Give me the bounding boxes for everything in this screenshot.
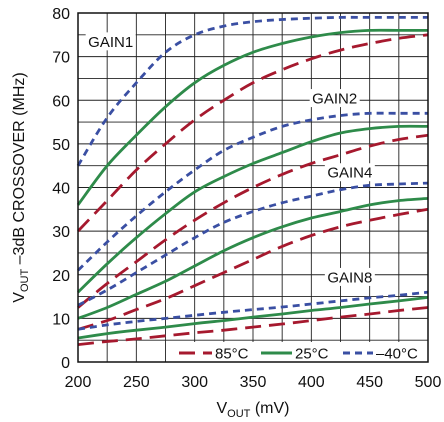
x-tick-label: 200 — [65, 374, 92, 391]
legend-label-25: 25°C — [295, 346, 329, 363]
plot-frame — [77, 12, 429, 363]
series-line-gain2-85 — [77, 133, 429, 309]
series-line-gain8-85 — [77, 306, 429, 346]
y-tick-label: 50 — [52, 137, 70, 154]
x-tick-label: 500 — [415, 374, 442, 391]
annotation-gain1: GAIN1 — [88, 34, 133, 51]
annotation-background — [309, 89, 360, 108]
legend-label-m40: –40°C — [376, 346, 418, 363]
y-tick-label: 80 — [52, 6, 70, 23]
grid-lines — [78, 13, 428, 362]
series-line-gain1-85 — [76, 33, 429, 233]
y-tick-label: 40 — [52, 181, 70, 198]
series-line-gain1-25 — [76, 28, 428, 206]
series-lines — [76, 15, 429, 346]
y-axis-title: VOUT –3dB CROSSOVER (MHz) — [11, 72, 31, 302]
x-tick-label: 300 — [181, 374, 208, 391]
x-tick-label: 450 — [356, 374, 383, 391]
series-line-gain4-85 — [77, 207, 429, 331]
tick-labels: 200 250 300 350 400 450 500 0 10 20 30 40 50 60 70 80 — [52, 6, 441, 391]
series-line-gain4-m40 — [77, 181, 429, 307]
y-tick-label: 60 — [52, 93, 70, 110]
y-axis-title-main: V — [11, 292, 28, 303]
annotation-background — [85, 32, 136, 51]
y-tick-label: 10 — [52, 311, 70, 328]
x-axis-title-sub: OUT — [227, 408, 251, 420]
annotation-gain8: GAIN8 — [327, 269, 372, 286]
series-line-gain8-25 — [77, 296, 429, 340]
y-tick-label: 30 — [52, 224, 70, 241]
x-tick-label: 400 — [298, 374, 325, 391]
legend-background — [176, 342, 426, 362]
series-line-gain2-m40 — [77, 111, 428, 272]
x-axis-title-rest: (mV) — [250, 400, 289, 417]
annotation-background — [324, 267, 375, 286]
x-axis-title: VOUT (mV) — [216, 400, 289, 420]
annotation-background — [324, 163, 375, 182]
x-tick-label: 250 — [123, 374, 150, 391]
series-line-gain1-m40 — [76, 15, 428, 167]
legend-label-85: 85°C — [215, 346, 249, 363]
y-tick-label: 0 — [61, 355, 70, 372]
gain-annotations: GAIN1 GAIN2 GAIN4 GAIN8 — [85, 32, 375, 286]
y-tick-label: 70 — [52, 50, 70, 67]
series-line-gain8-m40 — [77, 290, 429, 331]
annotation-gain4: GAIN4 — [327, 165, 372, 182]
y-axis-title-sub: OUT — [19, 269, 31, 293]
y-tick-label: 20 — [52, 268, 70, 285]
legend: 85°C 25°C –40°C — [176, 342, 426, 363]
x-axis-title-main: V — [216, 400, 227, 417]
y-axis-title-rest: –3dB CROSSOVER (MHz) — [11, 72, 28, 268]
annotation-gain2: GAIN2 — [312, 91, 357, 108]
series-line-gain2-25 — [77, 124, 429, 294]
x-tick-label: 350 — [240, 374, 267, 391]
series-line-gain4-25 — [77, 197, 429, 320]
